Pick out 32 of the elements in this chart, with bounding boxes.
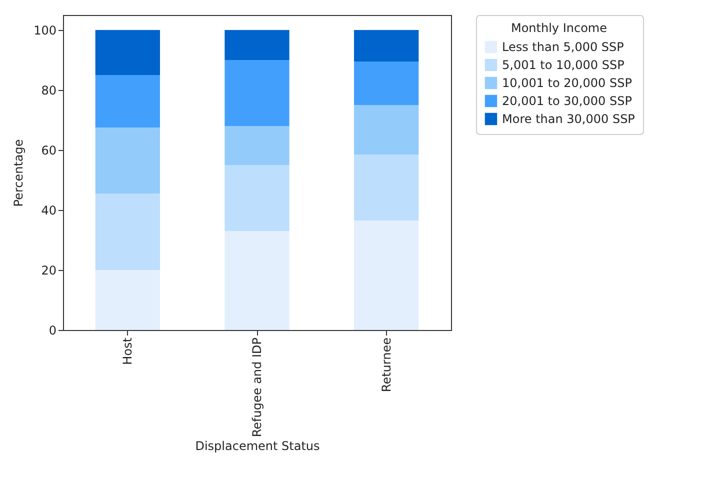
bar [354,105,419,154]
x-tick-label: Host [120,337,135,365]
legend-label: 20,001 to 30,000 SSP [502,94,632,108]
bar [95,128,160,194]
bar [224,231,290,330]
bar [354,30,419,62]
bar [95,270,160,330]
bar [354,62,419,105]
bar [95,30,160,75]
y-tick-label: 100 [34,24,56,38]
x-tick-label: Returnee [379,338,394,392]
legend-label: More than 30,000 SSP [502,112,635,126]
bar [95,194,160,270]
legend-title: Monthly Income [510,21,608,35]
y-tick-label: 40 [41,204,56,218]
x-tick-label: Refugee and IDP [250,338,264,438]
legend-label: 10,001 to 20,000 SSP [502,76,632,90]
y-axis-title: Percentage [12,139,26,207]
bar [95,75,160,128]
bar [224,165,290,231]
bar [224,60,290,126]
y-tick-label: 0 [48,324,56,338]
legend-label: 5,001 to 10,000 SSP [502,58,624,72]
bar [354,220,419,330]
bar [354,154,419,220]
x-axis-title: Displacement Status [195,439,320,454]
bar [224,30,290,60]
y-tick-label: 60 [41,144,56,158]
y-tick-label: 80 [41,84,56,98]
bar [224,126,290,165]
legend-label: Less than 5,000 SSP [502,40,624,54]
y-tick-label: 20 [41,264,56,278]
